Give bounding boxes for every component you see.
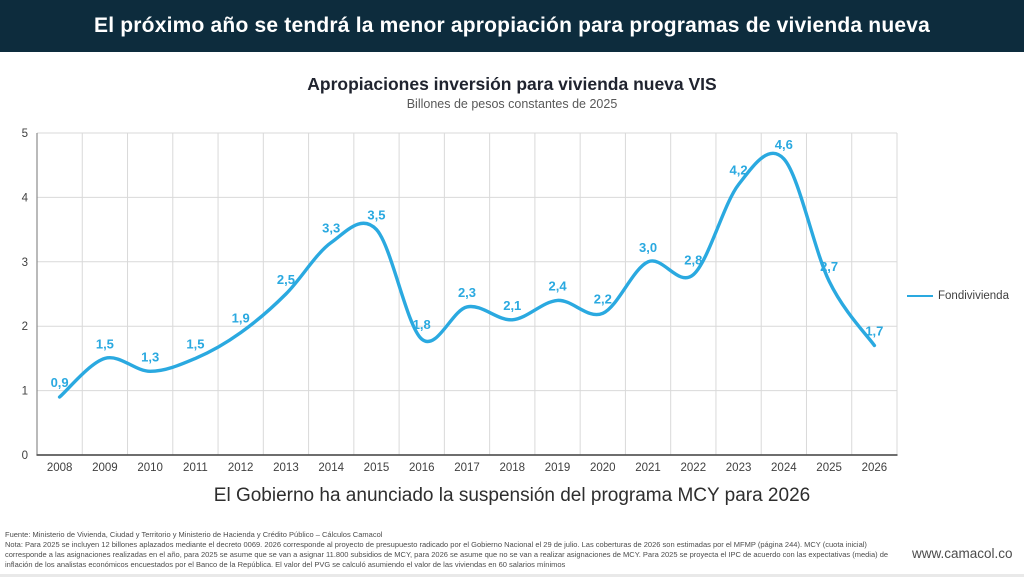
bottom-edge-strip bbox=[0, 574, 1024, 577]
x-tick-label: 2024 bbox=[771, 462, 797, 474]
x-tick-label: 2011 bbox=[183, 462, 208, 474]
data-label: 2,8 bbox=[684, 253, 702, 268]
x-tick-label: 2010 bbox=[137, 462, 163, 474]
headline-text: El próximo año se tendrá la menor apropi… bbox=[93, 14, 930, 37]
data-label: 1,9 bbox=[232, 311, 250, 326]
y-tick-label: 4 bbox=[22, 192, 29, 204]
x-tick-label: 2008 bbox=[47, 462, 73, 474]
x-tick-label: 2018 bbox=[499, 462, 525, 474]
source-line: Fuente: Ministerio de Vivienda, Ciudad y… bbox=[5, 530, 383, 539]
note-line: Nota: Para 2025 se incluyen 12 billones … bbox=[5, 539, 889, 569]
x-tick-label: 2013 bbox=[273, 462, 299, 474]
x-tick-label: 2019 bbox=[545, 462, 571, 474]
legend-label: Fondivivienda bbox=[938, 290, 1009, 302]
x-tick-label: 2015 bbox=[364, 462, 390, 474]
x-tick-label: 2017 bbox=[454, 462, 480, 474]
x-tick-label: 2022 bbox=[681, 462, 707, 474]
chart-subtitle: Billones de pesos constantes de 2025 bbox=[406, 97, 618, 111]
data-label: 3,5 bbox=[367, 208, 385, 223]
x-tick-label: 2023 bbox=[726, 462, 752, 474]
website-url: www.camacol.co bbox=[912, 546, 1013, 561]
data-label: 1,5 bbox=[186, 336, 204, 351]
x-tick-label: 2012 bbox=[228, 462, 254, 474]
data-label: 2,7 bbox=[820, 259, 838, 274]
data-label: 1,7 bbox=[865, 324, 883, 339]
source-notes: Fuente: Ministerio de Vivienda, Ciudad y… bbox=[5, 530, 893, 570]
chart-title: Apropiaciones inversión para vivienda nu… bbox=[307, 74, 717, 94]
data-label: 1,3 bbox=[141, 349, 159, 364]
data-label: 2,5 bbox=[277, 272, 295, 287]
headline-banner: El próximo año se tendrá la menor apropi… bbox=[0, 0, 1024, 52]
x-tick-label: 2026 bbox=[862, 462, 888, 474]
y-tick-label: 5 bbox=[22, 128, 28, 140]
x-tick-label: 2025 bbox=[816, 462, 842, 474]
data-label: 2,1 bbox=[503, 298, 521, 313]
y-tick-label: 1 bbox=[22, 386, 28, 398]
x-tick-label: 2009 bbox=[92, 462, 118, 474]
data-label: 2,4 bbox=[548, 278, 567, 293]
data-label: 3,3 bbox=[322, 220, 340, 235]
legend-line-icon bbox=[907, 295, 933, 297]
data-label: 4,2 bbox=[730, 163, 748, 178]
x-tick-label: 2014 bbox=[318, 462, 344, 474]
data-label: 3,0 bbox=[639, 240, 657, 255]
data-label: 1,5 bbox=[96, 336, 114, 351]
data-label: 0,9 bbox=[51, 375, 69, 390]
data-label: 4,6 bbox=[775, 137, 793, 152]
chart-annotation: El Gobierno ha anunciado la suspensión d… bbox=[213, 485, 811, 506]
x-tick-label: 2020 bbox=[590, 462, 616, 474]
data-label: 2,3 bbox=[458, 285, 476, 300]
y-tick-label: 2 bbox=[22, 321, 28, 333]
data-label: 1,8 bbox=[413, 317, 431, 332]
series-line bbox=[57, 151, 877, 399]
legend: Fondivivienda bbox=[907, 290, 1009, 302]
y-tick-label: 0 bbox=[22, 450, 28, 462]
x-tick-label: 2016 bbox=[409, 462, 435, 474]
x-tick-label: 2021 bbox=[635, 462, 661, 474]
data-label: 2,2 bbox=[594, 291, 612, 306]
y-tick-label: 3 bbox=[22, 257, 28, 269]
